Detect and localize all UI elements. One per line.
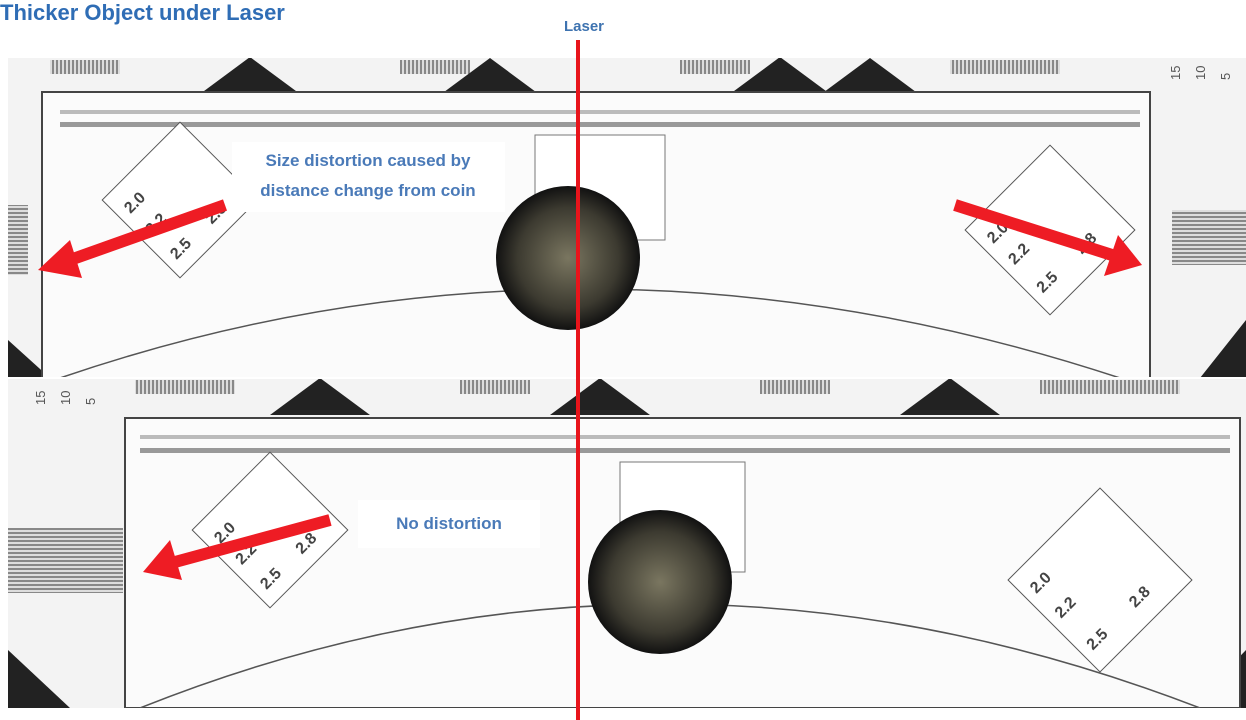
- figure: Thicker Object under Laser Laser 15 10 5…: [0, 0, 1246, 720]
- laser-line: [576, 40, 580, 720]
- scale-label: 15: [1168, 66, 1183, 80]
- scale-label: 15: [33, 391, 48, 405]
- annotation: Size distortion caused by: [266, 151, 472, 170]
- scan-bottom: 15 10 5 2.0 2.2 2.5 2.8 2.0 2.2 2.5 2.8 …: [8, 378, 1246, 708]
- laser-label: Laser: [564, 18, 604, 35]
- scale-label: 10: [1193, 66, 1208, 80]
- scale-label: 10: [58, 391, 73, 405]
- title: Thicker Object under Laser: [0, 0, 285, 25]
- scale-label: 5: [83, 398, 98, 405]
- scale-label: 5: [1218, 73, 1233, 80]
- annotation: distance change from coin: [260, 181, 475, 200]
- annotation: No distortion: [396, 514, 502, 533]
